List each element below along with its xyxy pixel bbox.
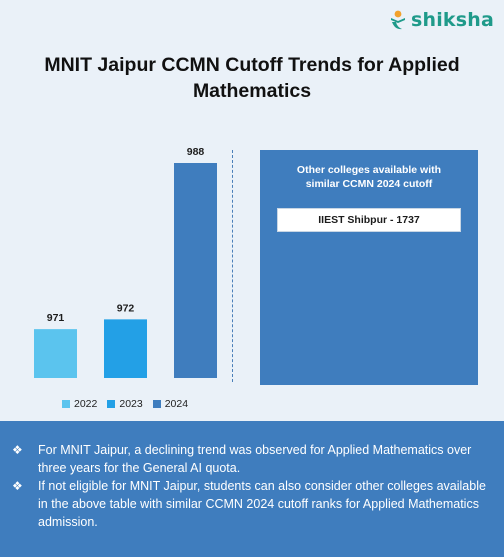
bar-2023 — [104, 319, 147, 378]
page-title: MNIT Jaipur CCMN Cutoff Trends for Appli… — [0, 52, 504, 104]
college-entry: IIEST Shibpur - 1737 — [277, 208, 461, 232]
bar-2024 — [174, 163, 217, 378]
legend-item-2023: 2023 — [107, 398, 143, 410]
other-colleges-heading: Other colleges available with similar CC… — [260, 163, 478, 191]
data-label-2022: 971 — [47, 312, 65, 324]
logo-text: shiksha — [410, 9, 494, 31]
other-colleges-heading-line-2: similar CCMN 2024 cutoff — [305, 178, 433, 190]
cutoff-bar-chart: 971 972 988 — [34, 146, 217, 378]
legend-label: 2022 — [74, 398, 98, 410]
note-item: ❖ If not eligible for MNIT Jaipur, studen… — [12, 477, 490, 531]
page-title-line-2: Mathematics — [192, 80, 312, 102]
page-title-line-1: MNIT Jaipur CCMN Cutoff Trends for Appli… — [44, 54, 460, 76]
note-text: If not eligible for MNIT Jaipur, student… — [38, 479, 486, 529]
data-label-2024: 988 — [187, 146, 205, 158]
note-text: For MNIT Jaipur, a declining trend was o… — [38, 443, 472, 475]
legend-item-2022: 2022 — [62, 398, 97, 410]
notes-panel: ❖ For MNIT Jaipur, a declining trend was … — [0, 421, 504, 557]
chart-legend: 2022 2023 2024 — [62, 398, 188, 410]
diamond-bullet-icon: ❖ — [12, 443, 23, 457]
diamond-bullet-icon: ❖ — [12, 479, 23, 493]
legend-label: 2023 — [119, 398, 143, 410]
legend-label: 2024 — [164, 398, 189, 410]
legend-swatch — [107, 400, 116, 408]
legend-swatch — [152, 400, 161, 408]
bar-2022 — [34, 329, 77, 378]
other-colleges-panel: Other colleges available with similar CC… — [260, 150, 478, 385]
data-label-2023: 972 — [117, 302, 135, 314]
note-item: ❖ For MNIT Jaipur, a declining trend was … — [12, 441, 490, 477]
legend-item-2024: 2024 — [152, 398, 189, 410]
other-colleges-heading-line-1: Other colleges available with — [296, 164, 442, 176]
shiksha-logo[interactable]: shiksha — [389, 8, 494, 32]
chart-divider — [232, 150, 233, 382]
legend-swatch — [62, 400, 70, 408]
graduate-icon — [390, 10, 405, 30]
